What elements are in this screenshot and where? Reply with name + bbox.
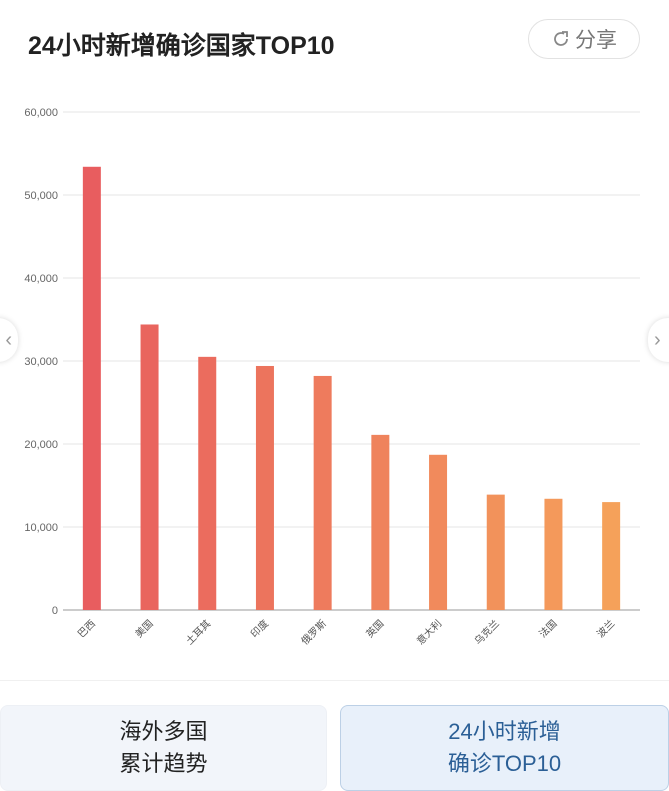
bar: [429, 454, 448, 610]
chevron-right-icon: ›: [654, 328, 661, 351]
y-tick-label: 30,000: [24, 356, 58, 368]
y-tick-label: 10,000: [24, 522, 58, 534]
tab-label-line2: 确诊TOP10: [447, 751, 562, 776]
bar: [198, 356, 217, 610]
y-tick-label: 20,000: [24, 439, 58, 451]
y-tick-label: 0: [52, 605, 58, 617]
tab-cumulative-trend[interactable]: 海外多国 累计趋势: [0, 705, 327, 791]
x-tick-label: 英国: [363, 617, 386, 640]
x-tick-label: 巴西: [75, 618, 98, 641]
tab-label-line1: 海外多国: [119, 719, 208, 744]
next-button[interactable]: ›: [648, 318, 669, 362]
x-tick-label: 俄罗斯: [298, 617, 328, 647]
bar: [255, 365, 274, 610]
chevron-left-icon: ‹: [5, 328, 12, 351]
tab-label-line1: 24小时新增: [448, 719, 561, 744]
y-tick-label: 40,000: [24, 273, 58, 285]
tab-top10[interactable]: 24小时新增 确诊TOP10: [340, 705, 669, 791]
x-tick-label: 波兰: [594, 617, 617, 640]
y-tick-label: 60,000: [24, 107, 58, 119]
x-tick-label: 法国: [536, 617, 559, 640]
y-tick-label: 50,000: [24, 190, 58, 202]
x-tick-label: 土耳其: [183, 617, 213, 647]
bar-chart: 0 10,000 20,000 30,000 40,000 50,000 60,000 巴西 美…: [24, 107, 640, 647]
divider: [0, 680, 669, 681]
bar: [602, 502, 621, 610]
bar: [371, 434, 390, 610]
page-title: 24小时新增确诊国家TOP10: [28, 32, 335, 60]
x-tick-label: 印度: [248, 617, 271, 640]
x-tick-label: 意大利: [414, 617, 444, 647]
tab-label-line2: 累计趋势: [119, 751, 208, 776]
share-label: 分享: [575, 29, 617, 52]
share-icon: [554, 31, 568, 46]
bar: [486, 494, 505, 610]
bar: [140, 324, 159, 610]
bar: [313, 375, 332, 610]
x-tick-label: 乌克兰: [471, 617, 501, 647]
prev-button[interactable]: ‹: [0, 318, 18, 362]
share-button[interactable]: 分享: [528, 19, 640, 59]
x-tick-label: 美国: [132, 617, 155, 640]
bar: [544, 498, 563, 610]
bar: [82, 166, 101, 610]
